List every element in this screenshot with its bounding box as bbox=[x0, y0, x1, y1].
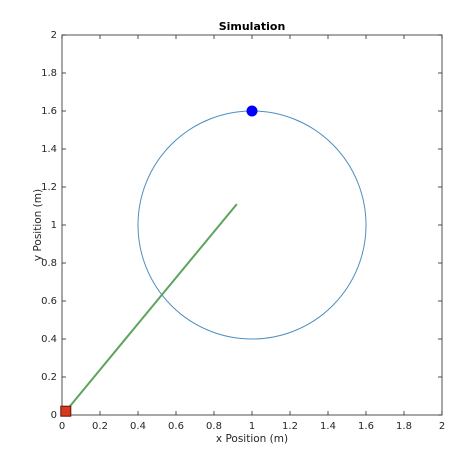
x-tick-label: 0.2 bbox=[92, 421, 108, 432]
y-tick-label: 0.4 bbox=[41, 334, 57, 345]
x-tick-label: 1.8 bbox=[396, 421, 412, 432]
x-axis-label: x Position (m) bbox=[216, 433, 288, 445]
x-tick-label: 1 bbox=[249, 421, 255, 432]
x-tick-label: 0.6 bbox=[168, 421, 184, 432]
x-tick-label: 0.4 bbox=[130, 421, 146, 432]
arm-line bbox=[65, 203, 238, 412]
y-tick-label: 0.2 bbox=[41, 372, 57, 383]
y-tick-label: 1.8 bbox=[41, 68, 57, 79]
y-tick-label: 1.2 bbox=[41, 182, 57, 193]
circle-marker bbox=[246, 105, 258, 117]
y-axis-label: y Position (m) bbox=[32, 189, 44, 261]
square-marker bbox=[60, 405, 72, 417]
y-tick-label: 0.8 bbox=[41, 258, 57, 269]
y-tick-label: 1 bbox=[51, 220, 57, 231]
x-tick-label: 1.4 bbox=[320, 421, 336, 432]
x-tick-label: 2 bbox=[439, 421, 445, 432]
plot-box bbox=[61, 34, 443, 416]
x-tick-label: 0 bbox=[59, 421, 65, 432]
chart-title: Simulation bbox=[219, 20, 286, 33]
y-tick-label: 0 bbox=[51, 410, 57, 421]
x-tick-label: 0.8 bbox=[206, 421, 222, 432]
y-tick-label: 2 bbox=[51, 30, 57, 41]
y-tick-label: 0.6 bbox=[41, 296, 57, 307]
y-tick-label: 1.4 bbox=[41, 144, 57, 155]
x-tick-label: 1.6 bbox=[358, 421, 374, 432]
y-tick-label: 1.6 bbox=[41, 106, 57, 117]
x-tick-label: 1.2 bbox=[282, 421, 298, 432]
